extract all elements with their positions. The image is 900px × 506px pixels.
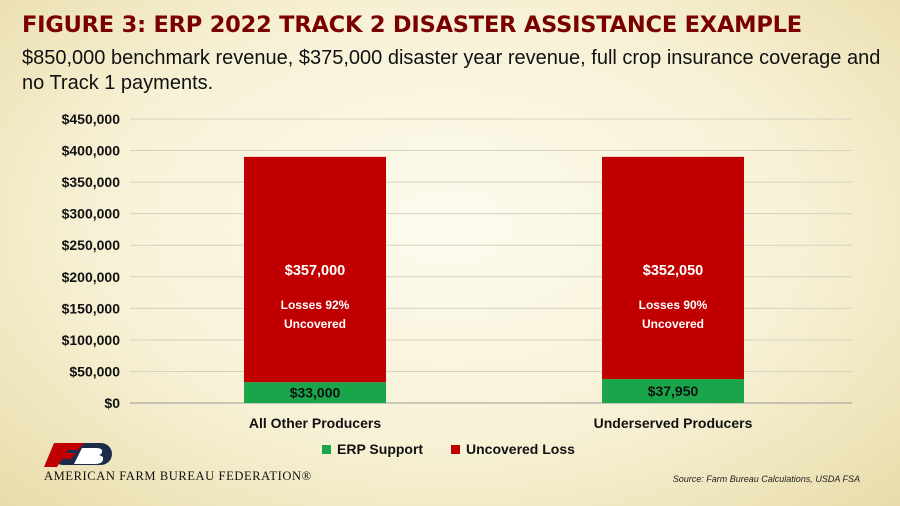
data-label-uncovered-loss: $352,050 [643, 263, 703, 279]
farm-bureau-logo-icon [44, 443, 112, 467]
data-label-uncovered-loss: $357,000 [285, 263, 345, 279]
org-name: AMERICAN FARM BUREAU FEDERATION® [44, 469, 312, 483]
y-tick-label: $400,000 [62, 143, 121, 159]
y-tick-label: $0 [104, 395, 120, 411]
legend-label: Uncovered Loss [466, 441, 575, 457]
bar-annotation: Losses 90% [639, 298, 708, 312]
bar-annotation: Uncovered [642, 317, 704, 331]
y-tick-label: $50,000 [69, 363, 120, 379]
y-tick-label: $350,000 [62, 174, 121, 190]
bar-uncovered-loss [244, 156, 386, 383]
y-tick-label: $250,000 [62, 237, 121, 253]
page-subtitle: $850,000 benchmark revenue, $375,000 dis… [22, 47, 881, 94]
data-label-erp-support: $37,950 [648, 383, 699, 399]
source-note: Source: Farm Bureau Calculations, USDA F… [672, 474, 860, 484]
bar-uncovered-loss [602, 156, 744, 380]
x-category-label: All Other Producers [249, 415, 381, 431]
legend-label: ERP Support [337, 441, 423, 457]
bar-annotation: Losses 92% [281, 298, 350, 312]
y-tick-label: $450,000 [62, 111, 121, 127]
y-tick-label: $300,000 [62, 206, 121, 222]
bar-erp-support [244, 382, 386, 403]
x-category-label: Underserved Producers [594, 415, 753, 431]
bar-erp-support [602, 379, 744, 403]
y-tick-label: $200,000 [62, 269, 121, 285]
bar-annotation: Uncovered [284, 317, 346, 331]
y-tick-label: $100,000 [62, 332, 121, 348]
y-tick-label: $150,000 [62, 300, 121, 316]
legend-swatch [322, 445, 331, 454]
page-title: FIGURE 3: ERP 2022 TRACK 2 DISASTER ASSI… [22, 12, 802, 38]
data-label-erp-support: $33,000 [290, 385, 341, 401]
legend-swatch [451, 445, 460, 454]
